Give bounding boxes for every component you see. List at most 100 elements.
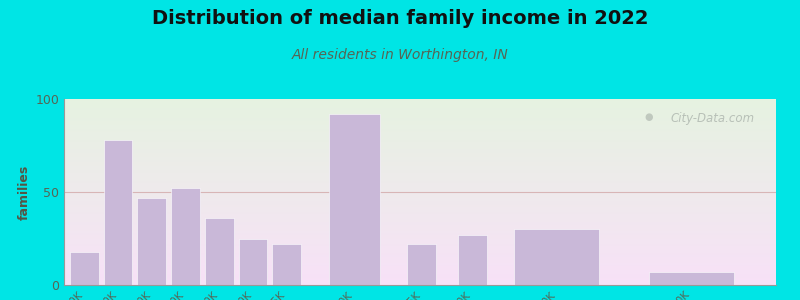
Bar — [64, 216, 776, 218]
Bar — [64, 222, 776, 224]
Bar — [64, 235, 776, 237]
Bar — [64, 209, 776, 211]
Bar — [205, 218, 234, 285]
Bar — [64, 166, 776, 168]
Bar — [64, 151, 776, 153]
Bar — [64, 240, 776, 242]
Bar — [64, 175, 776, 177]
Bar — [64, 274, 776, 276]
Bar — [64, 121, 776, 123]
Bar — [64, 265, 776, 266]
Bar — [64, 283, 776, 285]
Bar — [64, 205, 776, 207]
Bar — [64, 157, 776, 158]
Bar — [64, 270, 776, 272]
Bar — [64, 257, 776, 259]
Bar — [64, 250, 776, 251]
Y-axis label: families: families — [18, 164, 31, 220]
Bar — [64, 106, 776, 108]
Bar — [64, 251, 776, 253]
Bar — [64, 196, 776, 198]
Bar — [64, 118, 776, 119]
Bar — [238, 238, 267, 285]
Bar — [64, 278, 776, 279]
Bar — [64, 244, 776, 246]
Bar — [64, 146, 776, 147]
Bar — [70, 251, 98, 285]
Bar — [64, 248, 776, 250]
Bar — [64, 186, 776, 188]
Text: All residents in Worthington, IN: All residents in Worthington, IN — [292, 48, 508, 62]
Bar — [64, 255, 776, 257]
Bar — [64, 136, 776, 138]
Bar — [64, 168, 776, 170]
Bar — [64, 198, 776, 200]
Bar — [64, 177, 776, 179]
Bar — [64, 119, 776, 121]
Bar — [64, 110, 776, 112]
Bar — [64, 200, 776, 201]
Bar — [64, 103, 776, 105]
Bar — [64, 179, 776, 181]
Bar — [64, 203, 776, 205]
Bar — [64, 160, 776, 162]
Bar — [64, 263, 776, 265]
Bar — [64, 116, 776, 118]
Bar — [64, 211, 776, 212]
Bar — [64, 218, 776, 220]
Bar — [64, 261, 776, 263]
Bar — [458, 235, 486, 285]
Bar — [64, 125, 776, 127]
Bar — [64, 259, 776, 261]
Bar — [64, 246, 776, 248]
Bar — [64, 108, 776, 110]
Bar — [64, 276, 776, 278]
Bar — [64, 212, 776, 214]
Bar — [64, 170, 776, 172]
Bar — [64, 133, 776, 134]
Bar — [64, 192, 776, 194]
Bar — [329, 114, 379, 285]
Bar — [64, 237, 776, 239]
Bar — [64, 231, 776, 233]
Bar — [64, 138, 776, 140]
Bar — [64, 149, 776, 151]
Bar — [64, 153, 776, 155]
Bar — [64, 268, 776, 270]
Bar — [64, 101, 776, 103]
Bar — [171, 188, 200, 285]
Bar — [407, 244, 436, 285]
Text: City-Data.com: City-Data.com — [670, 112, 754, 125]
Bar — [64, 105, 776, 106]
Text: ●: ● — [644, 112, 653, 122]
Bar — [64, 281, 776, 283]
Bar — [64, 266, 776, 268]
Bar — [64, 129, 776, 130]
Bar — [64, 181, 776, 183]
Bar — [650, 272, 734, 285]
Bar — [64, 226, 776, 227]
Bar — [64, 214, 776, 216]
Bar — [138, 198, 166, 285]
Bar — [514, 229, 599, 285]
Bar — [64, 184, 776, 186]
Bar — [64, 233, 776, 235]
Bar — [272, 244, 301, 285]
Bar — [64, 201, 776, 203]
Bar — [64, 242, 776, 244]
Bar — [64, 164, 776, 166]
Bar — [64, 114, 776, 116]
Bar — [64, 194, 776, 196]
Bar — [64, 123, 776, 125]
Bar — [64, 188, 776, 190]
Bar — [64, 158, 776, 160]
Bar — [64, 172, 776, 173]
Bar — [64, 140, 776, 142]
Bar — [64, 142, 776, 144]
Bar — [64, 162, 776, 164]
Bar — [64, 229, 776, 231]
Bar — [64, 279, 776, 281]
Bar — [64, 238, 776, 240]
Bar — [64, 183, 776, 184]
Bar — [64, 254, 776, 255]
